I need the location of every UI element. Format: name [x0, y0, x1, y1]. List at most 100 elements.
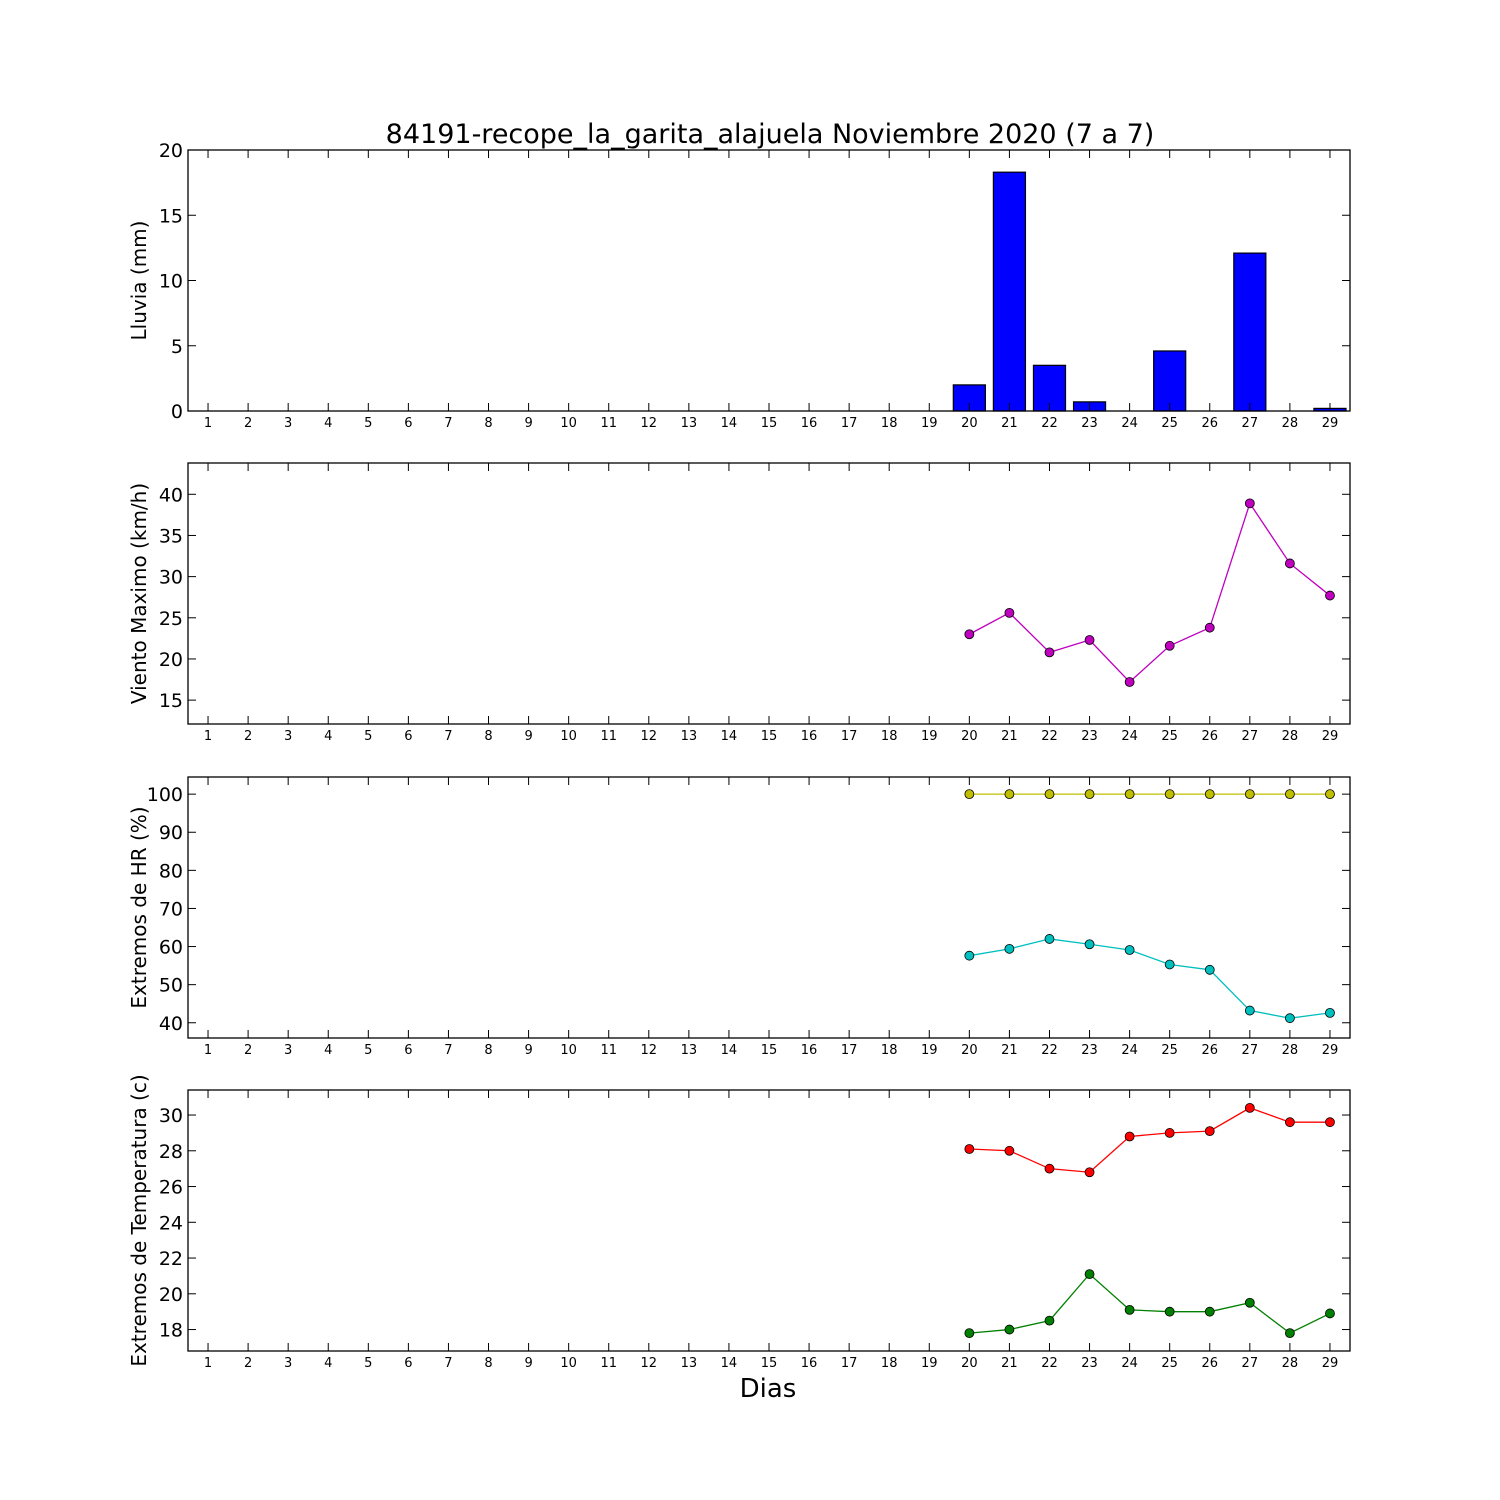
wind-ytick-label-40: 40 [159, 484, 183, 506]
rain-xtick-label-20: 20 [961, 416, 978, 431]
humidity-xtick-label-19: 19 [921, 1043, 938, 1058]
humidity-xtick-label-18: 18 [881, 1043, 898, 1058]
wind-series-0-point-24 [1124, 677, 1135, 687]
rain-ytick-label-20: 20 [159, 140, 183, 162]
humidity-xtick-label-23: 23 [1081, 1043, 1098, 1058]
temperature-series-0-point-26 [1204, 1126, 1215, 1137]
temperature-ytick-label-24: 24 [159, 1212, 183, 1234]
humidity-series-1-point-21 [1004, 943, 1015, 954]
wind-xtick-label-26: 26 [1201, 729, 1218, 744]
humidity-ytick-label-50: 50 [159, 975, 183, 997]
temperature-xtick-label-19: 19 [921, 1356, 938, 1371]
humidity-series-0-point-25 [1164, 789, 1175, 800]
temperature-xtick-label-17: 17 [841, 1356, 858, 1371]
rain-xtick-label-21: 21 [1001, 416, 1018, 431]
rain-xtick-label-23: 23 [1081, 416, 1098, 431]
humidity-xtick-label-17: 17 [841, 1043, 858, 1058]
temperature-xtick-label-26: 26 [1201, 1356, 1218, 1371]
temperature-xtick-label-14: 14 [721, 1356, 738, 1371]
x-axis-label: Dias [740, 1374, 797, 1404]
temperature-series-1-point-21 [1004, 1324, 1015, 1335]
temperature-xtick-label-18: 18 [881, 1356, 898, 1371]
temperature-xtick-label-7: 7 [444, 1356, 452, 1371]
temperature-xtick-label-3: 3 [284, 1356, 292, 1371]
temperature-series-0-point-23 [1084, 1167, 1095, 1178]
wind-xtick-label-15: 15 [761, 729, 778, 744]
rain-xtick-label-5: 5 [364, 416, 372, 431]
temperature-xtick-label-21: 21 [1001, 1356, 1018, 1371]
temperature-ytick-label-28: 28 [159, 1141, 183, 1163]
humidity-xtick-label-4: 4 [324, 1043, 332, 1058]
wind-xtick-label-27: 27 [1242, 729, 1259, 744]
rain-xtick-label-25: 25 [1161, 416, 1178, 431]
temperature-ytick-label-20: 20 [159, 1284, 183, 1306]
wind-xtick-label-22: 22 [1041, 729, 1058, 744]
humidity-y-axis-label: Extremos de HR (%) [127, 806, 151, 1008]
rain-xtick-label-17: 17 [841, 416, 858, 431]
humidity-series-1-point-25 [1164, 959, 1175, 970]
wind-xtick-label-3: 3 [284, 729, 292, 744]
rain-xtick-label-8: 8 [484, 416, 492, 431]
humidity-plot-area [188, 777, 1350, 1038]
wind-series-0-point-20 [964, 629, 975, 640]
temperature-xtick-label-11: 11 [600, 1356, 617, 1371]
rain-xtick-label-11: 11 [600, 416, 617, 431]
humidity-series-0-point-26 [1204, 789, 1215, 800]
rain-xtick-label-26: 26 [1201, 416, 1218, 431]
rain-xtick-label-10: 10 [560, 416, 577, 431]
humidity-series-1-point-23 [1084, 939, 1095, 950]
rain-ytick-label-5: 5 [171, 336, 183, 358]
humidity-xtick-label-26: 26 [1201, 1043, 1218, 1058]
humidity-series-0-point-29 [1325, 789, 1335, 800]
temperature-xtick-label-12: 12 [641, 1356, 658, 1371]
humidity-xtick-label-8: 8 [484, 1043, 492, 1058]
wind-ytick-label-30: 30 [159, 567, 183, 589]
figure-title: 84191-recope_la_garita_alajuela Noviembr… [386, 119, 1155, 150]
wind-series-0-point-26 [1204, 622, 1215, 633]
humidity-ytick-label-60: 60 [159, 937, 183, 959]
wind-series-0-point-27 [1244, 498, 1255, 509]
wind-xtick-label-11: 11 [600, 729, 617, 744]
humidity-xtick-label-5: 5 [364, 1043, 372, 1058]
rain-xtick-label-7: 7 [444, 416, 452, 431]
temperature-xtick-label-15: 15 [761, 1356, 778, 1371]
humidity-series-0-point-22 [1044, 789, 1055, 800]
wind-ytick-label-20: 20 [159, 649, 183, 671]
temperature-series-1-line [969, 1273, 1331, 1334]
humidity-series-1-point-26 [1204, 964, 1215, 975]
humidity-xtick-label-3: 3 [284, 1043, 292, 1058]
humidity-series-1-point-20 [964, 950, 975, 961]
wind-xtick-label-21: 21 [1001, 729, 1018, 744]
wind-xtick-label-2: 2 [244, 729, 252, 744]
temperature-xtick-label-29: 29 [1322, 1356, 1339, 1371]
humidity-ytick-label-70: 70 [159, 898, 183, 920]
temperature-series-1-point-22 [1044, 1315, 1055, 1326]
humidity-series-1-point-29 [1325, 1007, 1335, 1018]
wind-series-0-point-25 [1164, 640, 1175, 651]
rain-ytick-label-10: 10 [159, 271, 183, 293]
wind-xtick-label-1: 1 [204, 729, 212, 744]
temperature-xtick-label-8: 8 [484, 1356, 492, 1371]
wind-xtick-label-6: 6 [404, 729, 412, 744]
rain-xtick-label-6: 6 [404, 416, 412, 431]
rain-bar-27 [1233, 252, 1267, 412]
wind-xtick-label-14: 14 [721, 729, 738, 744]
temperature-y-axis-label: Extremos de Temperatura (c) [127, 1074, 151, 1366]
wind-series-0-point-21 [1004, 607, 1015, 618]
humidity-ytick-label-90: 90 [159, 822, 183, 844]
rain-xtick-label-18: 18 [881, 416, 898, 431]
wind-xtick-label-17: 17 [841, 729, 858, 744]
temperature-series-1-point-24 [1124, 1304, 1135, 1315]
temperature-series-1-point-23 [1084, 1269, 1095, 1280]
wind-series-0-point-23 [1084, 635, 1095, 645]
rain-xtick-label-12: 12 [641, 416, 658, 431]
humidity-xtick-label-16: 16 [801, 1043, 818, 1058]
rain-xtick-label-2: 2 [244, 416, 252, 431]
wind-xtick-label-18: 18 [881, 729, 898, 744]
wind-series-0-point-28 [1284, 558, 1295, 569]
temperature-xtick-label-4: 4 [324, 1356, 332, 1371]
